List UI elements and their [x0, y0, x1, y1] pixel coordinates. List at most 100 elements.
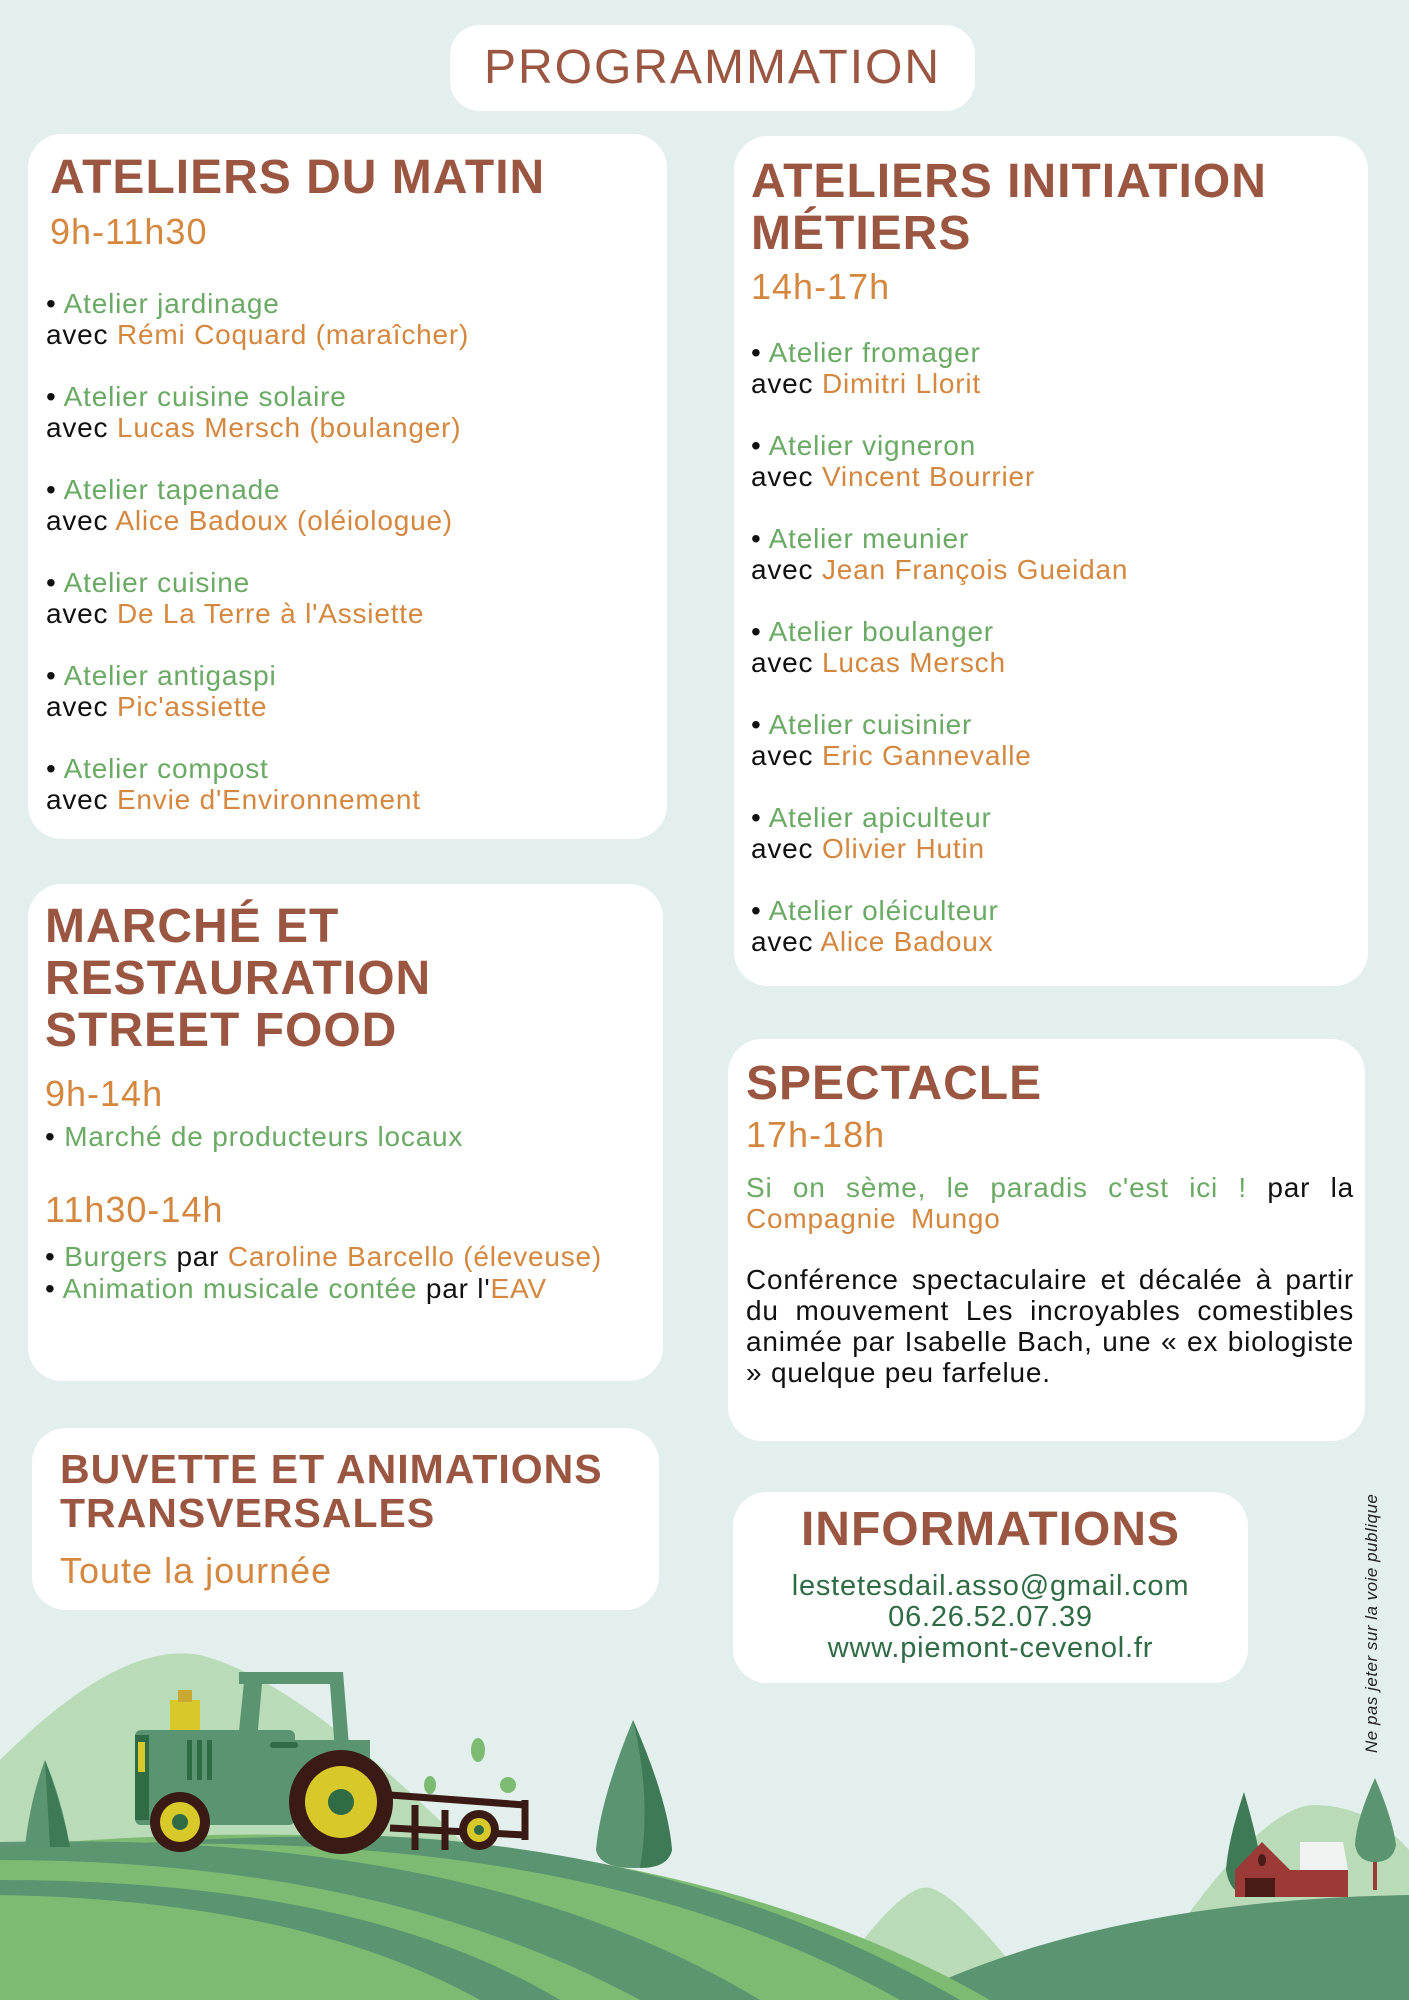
email-link[interactable]: lestetesdail.asso@gmail.com	[791, 1570, 1190, 1602]
list-item: • Atelier apiculteur avec Olivier Hutin	[751, 802, 1351, 864]
list-item: • Atelier fromager avec Dimitri Llorit	[751, 337, 1351, 399]
list-item: • Atelier boulanger avec Lucas Mersch	[751, 616, 1351, 678]
list-item: • Atelier cuisine avec De La Terre à l'As…	[46, 567, 645, 629]
section-heading: SPECTACLE	[746, 1057, 1043, 1110]
bullet: •	[46, 753, 64, 784]
with-label: avec	[751, 554, 814, 585]
list-item: • Atelier jardinage avec Rémi Coquard (ma…	[46, 288, 645, 350]
list-item: • Burgers par Caroline Barcello (éleveus…	[45, 1241, 603, 1272]
bullet: •	[751, 337, 769, 368]
section-heading: BUVETTE ET ANIMATIONS TRANSVERSALES	[60, 1446, 603, 1536]
leaf-icon	[424, 1738, 516, 1794]
with-label: avec	[46, 319, 109, 350]
section-heading: MARCHÉ ET RESTAURATION STREET FOOD	[45, 900, 432, 1057]
bullet: •	[46, 381, 64, 412]
host-name: Lucas Mersch (boulanger)	[116, 412, 462, 443]
activity-name: Atelier cuisine solaire	[63, 381, 347, 412]
bullet: •	[751, 616, 769, 647]
host-name: Alice Badoux (oléiologue)	[115, 505, 453, 536]
list-item: • Atelier cuisinier avec Eric Gannevalle	[751, 709, 1351, 771]
with-label: avec	[751, 647, 814, 678]
workshop-list: • Atelier fromager avec Dimitri Llorit • A…	[751, 337, 1351, 957]
bullet: •	[751, 430, 769, 461]
section-time: 9h-11h30	[50, 211, 208, 252]
host-name: Jean François Gueidan	[821, 554, 1129, 585]
activity-name: Atelier fromager	[768, 337, 981, 368]
bullet: •	[46, 474, 64, 505]
activity-name: Atelier boulanger	[768, 616, 994, 647]
section-time: Toute la journée	[60, 1550, 333, 1591]
host-name: Eric Gannevalle	[821, 740, 1032, 771]
host-name: Alice Badoux	[820, 926, 994, 957]
with-label: avec	[46, 691, 109, 722]
list-item: • Atelier cuisine solaire avec Lucas Mers…	[46, 381, 645, 443]
bullet: •	[751, 523, 769, 554]
activity-name: Atelier cuisine	[63, 567, 250, 598]
list-item: • Marché de producteurs locaux	[45, 1121, 464, 1152]
hill-stripe	[0, 1880, 560, 2000]
card-spectacle: SPECTACLE 17h-18h Si on sème, le paradis…	[728, 1039, 1365, 1441]
host-name: Rémi Coquard (maraîcher)	[116, 319, 470, 350]
list-item: • Animation musicale contée par l'EAV	[45, 1273, 547, 1304]
card-informations: INFORMATIONS lestetesdail.asso@gmail.com…	[733, 1492, 1248, 1683]
show-description: Conférence spectaculaire et décalée à pa…	[746, 1264, 1354, 1388]
with-label: avec	[751, 740, 814, 771]
bullet: •	[46, 288, 64, 319]
activity-name: Atelier compost	[63, 753, 269, 784]
tractor-icon	[135, 1672, 529, 1854]
list-item: • Atelier antigaspi avec Pic'assiette	[46, 660, 645, 722]
card-ateliers-matin: ATELIERS DU MATIN 9h-11h30 • Atelier jar…	[28, 134, 667, 839]
activity-name: Atelier tapenade	[63, 474, 281, 505]
dark-hill-right	[900, 1895, 1409, 2000]
host-name: Dimitri Llorit	[821, 368, 981, 399]
bullet: •	[751, 802, 769, 833]
list-item: • Atelier tapenade avec Alice Badoux (olé…	[46, 474, 645, 536]
show-title: Si on sème, le paradis c'est ici ! par l…	[746, 1172, 1354, 1234]
section-time: 14h-17h	[751, 266, 891, 307]
activity-name: Atelier jardinage	[63, 288, 280, 319]
section-heading: INFORMATIONS	[800, 1503, 1181, 1556]
with-label: avec	[46, 784, 109, 815]
list-item: • Atelier vigneron avec Vincent Bourrier	[751, 430, 1351, 492]
tree-icon	[1355, 1778, 1396, 1890]
host-name: Vincent Bourrier	[821, 461, 1036, 492]
card-marche: MARCHÉ ET RESTAURATION STREET FOOD 9h-14h …	[28, 884, 663, 1381]
with-label: avec	[751, 461, 814, 492]
bullet: •	[751, 709, 769, 740]
activity-name: Atelier apiculteur	[768, 802, 992, 833]
hill-stripe	[120, 1836, 960, 2000]
with-label: avec	[46, 412, 109, 443]
phone-number: 06.26.52.07.39	[888, 1601, 1093, 1633]
list-item: • Atelier oléiculteur avec Alice Badoux	[751, 895, 1351, 957]
host-name: Pic'assiette	[116, 691, 268, 722]
host-name: Envie d'Environnement	[116, 784, 421, 815]
with-label: avec	[751, 926, 814, 957]
notice-text: Ne pas jeter sur la voie publique	[1362, 1493, 1381, 1753]
barn-icon	[1235, 1842, 1348, 1897]
activity-name: Atelier oléiculteur	[768, 895, 999, 926]
section-time: 11h30-14h	[45, 1189, 224, 1230]
card-buvette: BUVETTE ET ANIMATIONS TRANSVERSALES Toute…	[32, 1428, 659, 1610]
with-label: avec	[751, 368, 814, 399]
section-heading: ATELIERS INITIATION MÉTIERS	[751, 155, 1267, 260]
host-name: Lucas Mersch	[821, 647, 1006, 678]
with-label: avec	[751, 833, 814, 864]
website-link[interactable]: www.piemont-cevenol.fr	[827, 1632, 1154, 1664]
page-title: PROGRAMMATION	[450, 25, 975, 111]
with-label: avec	[46, 505, 109, 536]
with-label: avec	[46, 598, 109, 629]
host-name: De La Terre à l'Assiette	[116, 598, 425, 629]
section-time: 9h-14h	[45, 1073, 164, 1114]
bullet: •	[46, 660, 64, 691]
cypress-tree-icon	[596, 1720, 672, 1868]
tree-icon	[25, 1760, 70, 1847]
workshop-list: • Atelier jardinage avec Rémi Coquard (ma…	[46, 288, 645, 815]
bullet: •	[751, 895, 769, 926]
section-time: 17h-18h	[746, 1114, 886, 1155]
list-item: • Atelier compost avec Envie d'Environnem…	[46, 753, 645, 815]
activity-name: Atelier vigneron	[768, 430, 976, 461]
bullet: •	[46, 567, 64, 598]
activity-name: Atelier cuisinier	[768, 709, 973, 740]
activity-name: Atelier antigaspi	[63, 660, 277, 691]
